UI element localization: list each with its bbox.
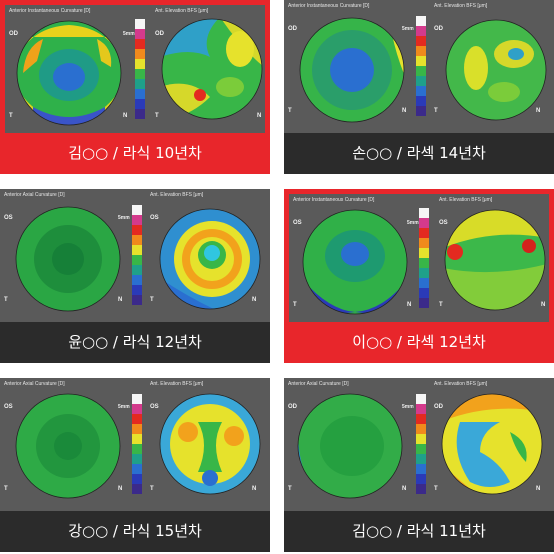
- temporal-label: T: [439, 302, 443, 308]
- nasal-label: N: [407, 302, 412, 308]
- left-map-title: Anterior Instantaneous Curvature [D]: [288, 3, 370, 9]
- color-scale: [416, 16, 426, 116]
- nasal-label: N: [402, 486, 407, 492]
- case-card-1: Anterior Instantaneous Curvature [D] Ant…: [0, 0, 270, 174]
- elevation-map: [161, 18, 263, 120]
- color-scale: [135, 19, 145, 119]
- temporal-label: T: [288, 486, 292, 492]
- color-scale: [132, 205, 142, 305]
- case-caption: 김○○ / 라식 11년차: [284, 511, 554, 552]
- temporal-label: T: [155, 113, 159, 119]
- temporal-label: T: [434, 486, 438, 492]
- scale-distance-label: 5mm: [123, 31, 135, 37]
- case-caption: 김○○ / 라식 10년차: [0, 133, 270, 174]
- curvature-map: [16, 20, 122, 126]
- eye-label: OS: [150, 215, 159, 221]
- elevation-map: [159, 208, 261, 310]
- nasal-label: N: [252, 486, 257, 492]
- nasal-label: N: [118, 297, 123, 303]
- eye-label: OS: [4, 215, 13, 221]
- scale-distance-label: 5mm: [402, 404, 414, 410]
- elevation-map: [445, 19, 547, 121]
- curvature-map: [15, 206, 121, 312]
- temporal-label: T: [434, 108, 438, 114]
- temporal-label: T: [293, 302, 297, 308]
- nasal-label: N: [123, 113, 128, 119]
- case-caption: 강○○ / 라식 15년차: [0, 511, 270, 552]
- temporal-label: T: [9, 113, 13, 119]
- elevation-map: [441, 393, 543, 495]
- nasal-label: N: [541, 302, 546, 308]
- eye-label: OS: [293, 220, 302, 226]
- color-scale: [132, 394, 142, 494]
- right-map-title: Ant. Elevation BFS [μm]: [439, 197, 493, 203]
- case-caption: 손○○ / 라섹 14년차: [284, 133, 554, 174]
- nasal-label: N: [252, 297, 257, 303]
- case-card-4: Anterior Instantaneous Curvature [D] Ant…: [284, 189, 554, 363]
- right-map-title: Ant. Elevation BFS [μm]: [150, 381, 204, 387]
- eye-label: OS: [439, 220, 448, 226]
- temporal-label: T: [150, 486, 154, 492]
- eye-label: OS: [150, 404, 159, 410]
- topography-panel: Anterior Instantaneous Curvature [D] Ant…: [284, 0, 554, 133]
- topography-panel: Anterior Axial Curvature [D] Ant. Elevat…: [284, 378, 554, 511]
- eye-label: OD: [155, 31, 164, 37]
- nasal-label: N: [118, 486, 123, 492]
- elevation-map: [159, 393, 261, 495]
- nasal-label: N: [536, 108, 541, 114]
- scale-distance-label: 5mm: [118, 215, 130, 221]
- eye-label: OD: [288, 404, 297, 410]
- right-map-title: Ant. Elevation BFS [μm]: [155, 8, 209, 14]
- eye-label: OS: [4, 404, 13, 410]
- nasal-label: N: [257, 113, 262, 119]
- curvature-map: [297, 393, 403, 499]
- right-map-title: Ant. Elevation BFS [μm]: [150, 192, 204, 198]
- curvature-map: [302, 209, 408, 315]
- temporal-label: T: [4, 297, 8, 303]
- eye-label: OD: [9, 31, 18, 37]
- color-scale: [419, 208, 429, 308]
- eye-label: OD: [288, 26, 297, 32]
- nasal-label: N: [402, 108, 407, 114]
- left-map-title: Anterior Axial Curvature [D]: [4, 381, 65, 387]
- scale-distance-label: 5mm: [407, 220, 419, 226]
- topography-panel: Anterior Instantaneous Curvature [D] Ant…: [289, 194, 549, 322]
- case-caption: 윤○○ / 라식 12년차: [0, 322, 270, 363]
- case-card-6: Anterior Axial Curvature [D] Ant. Elevat…: [284, 378, 554, 552]
- topography-panel: Anterior Axial Curvature [D] Ant. Elevat…: [0, 189, 270, 322]
- case-card-3: Anterior Axial Curvature [D] Ant. Elevat…: [0, 189, 270, 363]
- scale-distance-label: 5mm: [118, 404, 130, 410]
- right-map-title: Ant. Elevation BFS [μm]: [434, 3, 488, 9]
- left-map-title: Anterior Instantaneous Curvature [D]: [9, 8, 91, 14]
- topography-panel: Anterior Instantaneous Curvature [D] Ant…: [5, 5, 265, 133]
- scale-distance-label: 5mm: [402, 26, 414, 32]
- case-caption: 이○○ / 라섹 12년차: [284, 322, 554, 363]
- color-scale: [416, 394, 426, 494]
- nasal-label: N: [536, 486, 541, 492]
- case-card-5: Anterior Axial Curvature [D] Ant. Elevat…: [0, 378, 270, 552]
- curvature-map: [299, 17, 405, 123]
- left-map-title: Anterior Axial Curvature [D]: [4, 192, 65, 198]
- eye-label: OD: [434, 26, 443, 32]
- eye-label: OD: [434, 404, 443, 410]
- topography-panel: Anterior Axial Curvature [D] Ant. Elevat…: [0, 378, 270, 511]
- right-map-title: Ant. Elevation BFS [μm]: [434, 381, 488, 387]
- case-card-2: Anterior Instantaneous Curvature [D] Ant…: [284, 0, 554, 174]
- curvature-map: [15, 393, 121, 499]
- left-map-title: Anterior Instantaneous Curvature [D]: [293, 197, 375, 203]
- temporal-label: T: [150, 297, 154, 303]
- temporal-label: T: [288, 108, 292, 114]
- temporal-label: T: [4, 486, 8, 492]
- left-map-title: Anterior Axial Curvature [D]: [288, 381, 349, 387]
- elevation-map: [444, 209, 546, 311]
